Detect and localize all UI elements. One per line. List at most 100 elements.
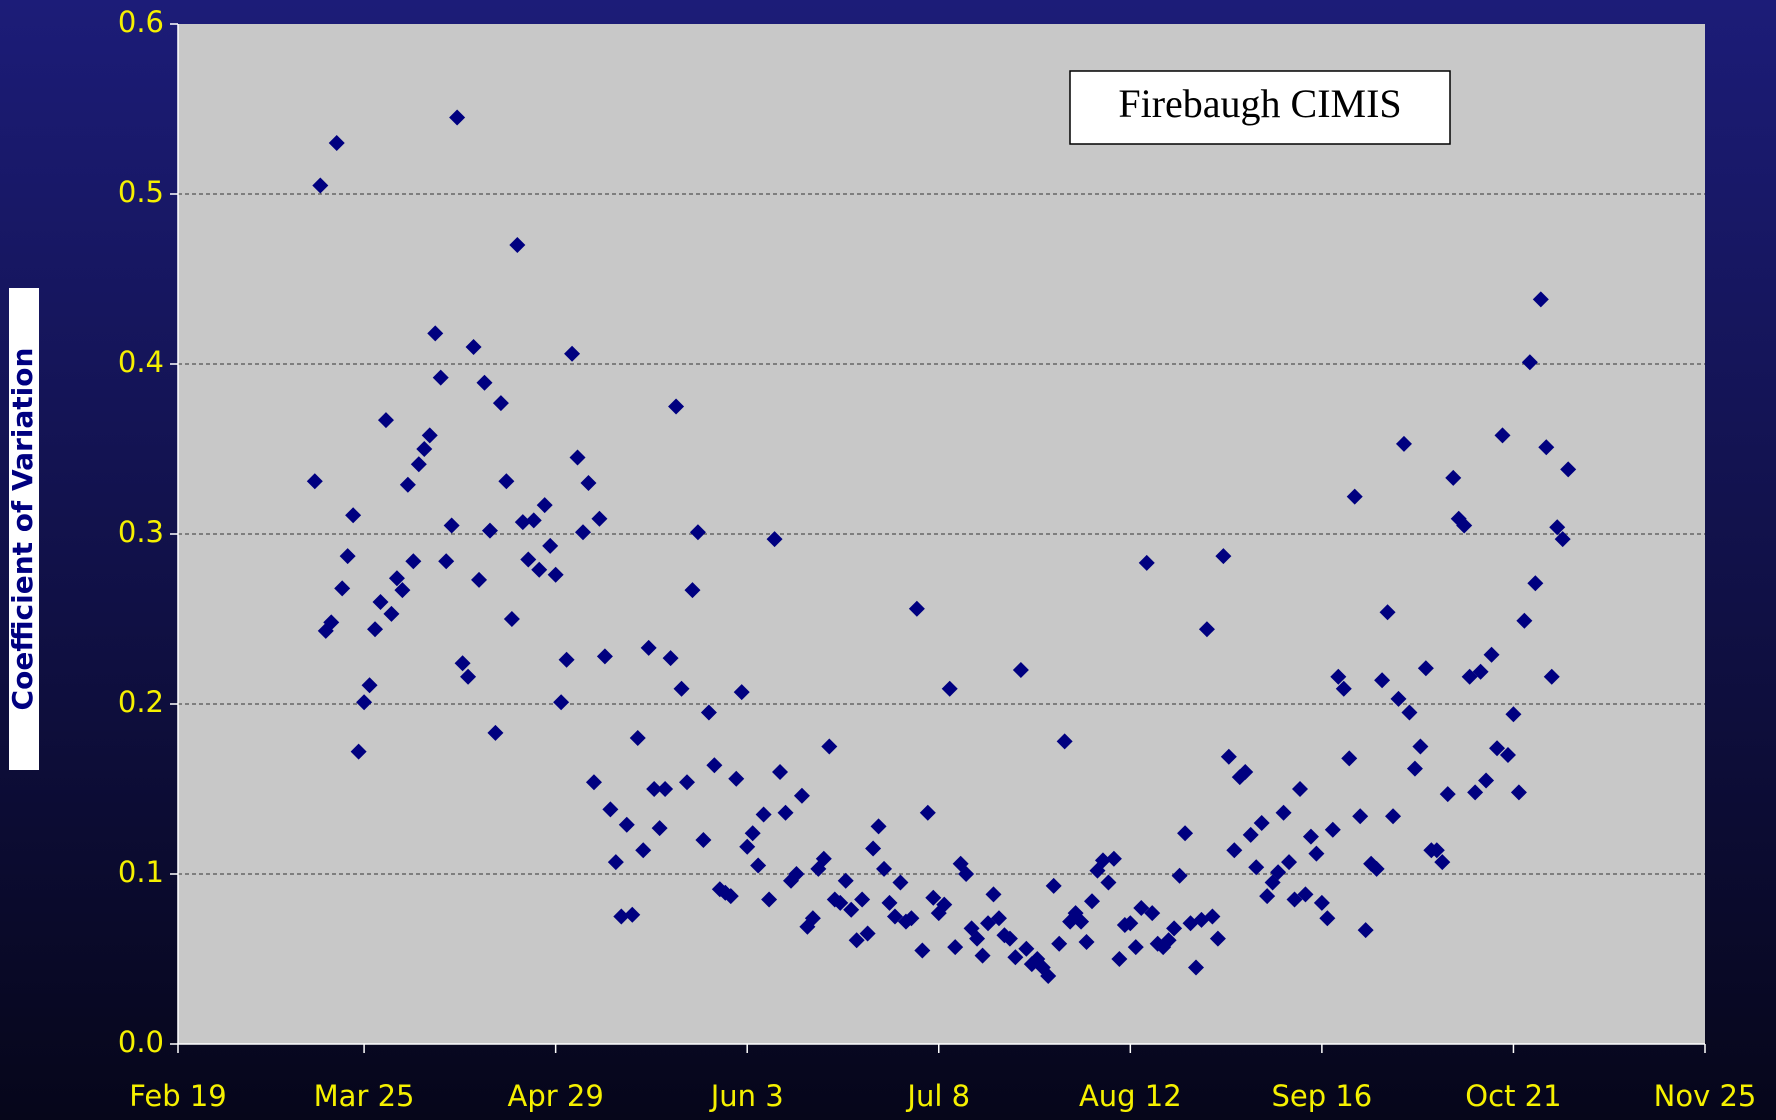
point xyxy=(1554,531,1571,548)
point xyxy=(558,651,575,668)
point xyxy=(1297,886,1314,903)
point xyxy=(1188,959,1204,976)
point xyxy=(766,531,783,548)
point xyxy=(312,177,329,194)
point xyxy=(542,537,559,554)
point xyxy=(514,514,531,531)
point xyxy=(832,894,849,911)
point xyxy=(449,109,466,126)
point xyxy=(1209,930,1226,947)
point xyxy=(372,594,389,610)
y-tick-label: 0.3 xyxy=(118,515,164,549)
point xyxy=(1521,354,1538,371)
annotation-box xyxy=(1069,70,1451,145)
point xyxy=(1127,939,1144,956)
point xyxy=(471,571,488,588)
point xyxy=(1084,893,1101,910)
point xyxy=(410,456,427,473)
point xyxy=(438,553,455,570)
point xyxy=(585,774,602,791)
point xyxy=(1428,842,1445,859)
point xyxy=(1346,488,1363,505)
point xyxy=(706,757,723,774)
point xyxy=(1001,930,1018,947)
point xyxy=(1226,842,1243,859)
point xyxy=(843,901,860,918)
point xyxy=(1094,852,1111,869)
point xyxy=(1144,905,1161,922)
point xyxy=(1040,968,1057,984)
point xyxy=(859,925,876,942)
point xyxy=(640,639,657,656)
x-tick-label: Mar 25 xyxy=(314,1079,415,1113)
point xyxy=(695,832,712,848)
y-tick-label: 0.6 xyxy=(118,5,164,39)
point xyxy=(903,910,920,927)
point xyxy=(487,724,504,741)
point xyxy=(575,524,592,541)
point xyxy=(744,825,761,842)
point xyxy=(399,476,416,493)
point xyxy=(722,888,739,905)
point xyxy=(1242,826,1259,843)
point xyxy=(553,694,570,711)
point xyxy=(361,677,378,694)
point xyxy=(531,561,548,578)
point xyxy=(892,874,909,891)
point xyxy=(525,512,542,529)
point xyxy=(1319,910,1336,927)
point xyxy=(1204,908,1221,925)
point xyxy=(416,441,433,457)
point xyxy=(700,704,717,721)
point xyxy=(689,524,706,541)
point xyxy=(1527,575,1544,592)
x-tick-label: Jun 3 xyxy=(709,1079,784,1113)
y-tick-label: 0.0 xyxy=(118,1025,164,1059)
point xyxy=(492,395,509,412)
point xyxy=(1560,461,1577,478)
point xyxy=(772,764,789,780)
point xyxy=(651,820,668,837)
point xyxy=(1412,738,1429,755)
point xyxy=(821,738,838,755)
point xyxy=(476,374,493,391)
point xyxy=(1281,854,1298,871)
point xyxy=(1368,860,1385,877)
point xyxy=(1100,874,1117,891)
point xyxy=(733,684,750,701)
point xyxy=(1505,706,1522,723)
point xyxy=(1018,940,1035,957)
point xyxy=(941,680,958,697)
x-tick-label: Nov 25 xyxy=(1654,1079,1757,1113)
point xyxy=(837,872,854,889)
point xyxy=(673,680,690,697)
point xyxy=(580,475,597,491)
point xyxy=(591,510,608,527)
point xyxy=(761,891,778,908)
x-tick-label: Aug 12 xyxy=(1079,1079,1182,1113)
x-tick-label: Feb 19 xyxy=(129,1079,226,1113)
point xyxy=(503,611,520,627)
point xyxy=(1461,668,1478,685)
point xyxy=(1111,951,1128,967)
point xyxy=(876,860,893,877)
point xyxy=(1007,949,1024,966)
point xyxy=(1456,517,1473,534)
axes: 0.0 0.1 0.2 0.3 0.4 0.5 0.6 Feb 19 Mar 25 Apr 29 J… xyxy=(118,5,1756,1113)
point xyxy=(1379,604,1396,621)
point xyxy=(936,896,953,913)
point xyxy=(1275,804,1292,821)
point xyxy=(1056,733,1073,750)
point xyxy=(1291,781,1308,797)
point xyxy=(881,894,898,911)
point xyxy=(848,932,865,949)
point xyxy=(1330,668,1347,685)
point xyxy=(1122,915,1139,932)
point xyxy=(1286,891,1303,908)
point xyxy=(443,517,460,534)
point xyxy=(870,818,887,835)
point xyxy=(1549,519,1566,536)
point xyxy=(394,582,411,599)
point xyxy=(1467,784,1484,801)
point xyxy=(509,237,526,253)
